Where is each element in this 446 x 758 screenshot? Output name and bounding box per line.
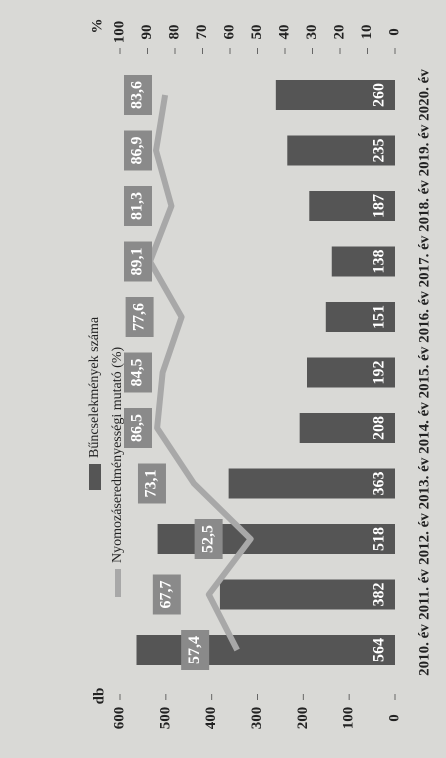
rotated-chart: 0 100 200 300 400 500 600 0 10 20 30 40 50 60 70 80 90 10… (87, 19, 432, 730)
bar (219, 579, 395, 610)
legend-swatch (89, 464, 101, 490)
x-tick-label: 2013. év (416, 457, 432, 509)
legend-label: Nyomozáseredményességi mutató (%) (110, 347, 125, 563)
bar-label: 382 (371, 583, 388, 607)
x-tick-label: 2018. év (416, 180, 432, 232)
y2-tick-label: 50 (249, 25, 265, 40)
bar-label: 564 (371, 638, 388, 662)
bar (287, 135, 395, 166)
line (146, 94, 254, 652)
bar (331, 246, 395, 277)
line-label: 86,9 (129, 137, 146, 165)
bar (275, 80, 396, 110)
label-box (137, 463, 166, 504)
bar-label: 138 (371, 250, 388, 274)
label-box (124, 186, 152, 226)
label-box (194, 519, 223, 559)
bar (325, 302, 395, 332)
bar (228, 468, 395, 499)
bar (136, 635, 395, 665)
x-tick-label: 2010. év (416, 624, 432, 676)
y2-tick-label: 20 (331, 25, 347, 40)
y2-tick-label: 30 (304, 25, 320, 40)
line-label: 83,6 (129, 81, 146, 109)
line-label: 77,6 (130, 303, 147, 331)
y2-tick-label: 70 (194, 25, 210, 40)
y-tick-label: 0 (386, 714, 402, 722)
label-box (152, 574, 181, 615)
y2-tick-label: 40 (276, 25, 292, 40)
y2-tick-label: 10 (359, 25, 375, 40)
bar-label: 208 (371, 416, 388, 440)
label-box (124, 75, 152, 115)
y-tick-label: 500 (157, 707, 173, 730)
line-label: 86,5 (129, 414, 146, 442)
bar-label: 151 (371, 305, 388, 329)
y-tick-label: 200 (295, 707, 311, 730)
bar-label: 260 (371, 83, 388, 107)
line-label: 57,4 (186, 636, 203, 664)
line-label: 84,5 (129, 359, 146, 387)
label-box (124, 408, 152, 448)
line-label: 81,3 (129, 192, 146, 220)
y2-tick-label: 0 (386, 28, 402, 36)
line-label: 67,7 (157, 581, 174, 609)
x-tick-label: 2012. év (416, 513, 432, 565)
x-tick-label: 2014. év (416, 402, 432, 454)
line-label: 52,5 (199, 525, 216, 553)
bar-label: 518 (371, 527, 388, 551)
line-label: 73,1 (143, 470, 160, 498)
y2-tick-label: 80 (166, 25, 182, 40)
y2-tick-label: 60 (221, 25, 237, 40)
bar (309, 191, 395, 221)
label-box (124, 241, 152, 282)
label-box (124, 352, 152, 393)
y-tick-label: 100 (341, 707, 357, 730)
bar-label: 363 (371, 472, 388, 496)
y-tick-label: 400 (203, 707, 219, 730)
bar-label: 187 (371, 194, 388, 218)
x-tick-label: 2016. év (416, 291, 432, 343)
bar-label: 192 (371, 361, 388, 385)
legend-label: Bűncselekmények száma (87, 316, 102, 458)
x-tick-label: 2011. év (416, 569, 432, 620)
y2-axis-label: % (89, 19, 105, 34)
label-box (124, 130, 152, 171)
line-label: 89,1 (129, 248, 146, 276)
y-axis-label: db (91, 688, 107, 705)
y2-tick-label: 100 (111, 21, 127, 44)
x-tick-label: 2020. év (416, 69, 432, 121)
bar (307, 357, 395, 388)
bar (157, 524, 395, 554)
label-box (125, 297, 154, 337)
x-tick-label: 2017. év (416, 235, 432, 287)
y-tick-label: 600 (111, 707, 127, 730)
y-tick-label: 300 (249, 707, 265, 730)
x-tick-label: 2015. év (416, 346, 432, 398)
label-box (181, 630, 210, 670)
x-tick-label: 2019. év (416, 124, 432, 176)
bar-label: 235 (371, 139, 388, 163)
y2-tick-label: 90 (139, 25, 155, 40)
bar (299, 413, 395, 443)
